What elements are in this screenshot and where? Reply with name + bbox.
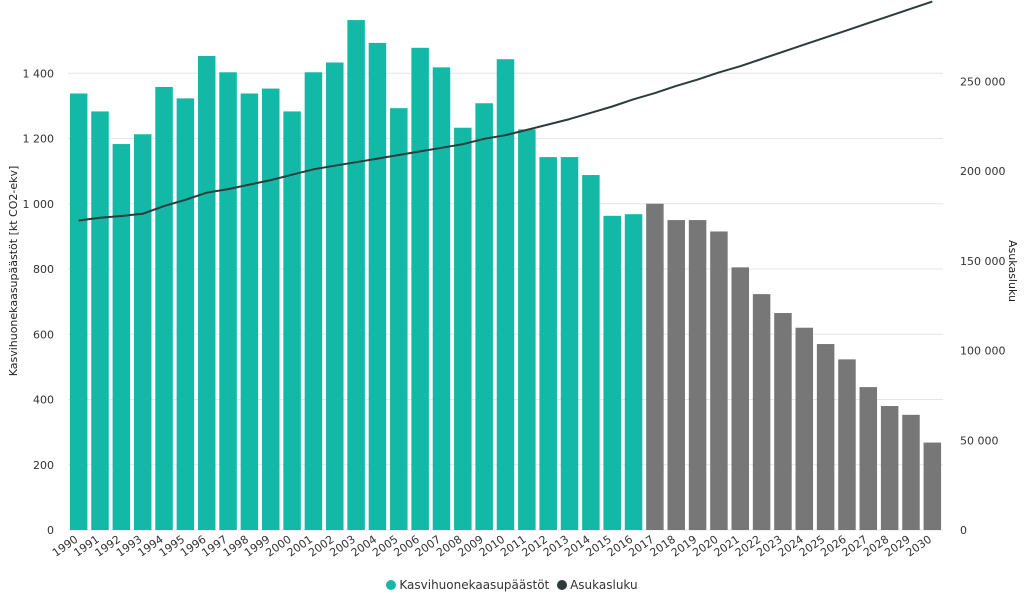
legend-item-population[interactable]: Asukasluku [557,578,638,592]
bar-2001[interactable] [304,72,323,531]
bar-1995[interactable] [176,98,195,530]
bar-2008[interactable] [454,127,472,530]
bar-2016[interactable] [624,214,643,530]
right-axis-tick-label: 200 000 [960,165,1006,178]
bar-2017[interactable] [646,203,664,530]
bar-2014[interactable] [582,175,600,531]
bar-2022[interactable] [752,294,771,530]
population-line-path[interactable] [78,0,933,222]
bar-2009[interactable] [475,103,493,530]
bar-2005[interactable] [390,108,408,530]
bars [69,20,942,531]
bar-1998[interactable] [240,93,259,530]
right-axis-tick-label: 150 000 [960,255,1006,268]
bar-2013[interactable] [560,157,579,530]
bar-2004[interactable] [368,42,387,530]
bar-2023[interactable] [774,313,792,530]
left-axis-tick-label: 1 400 [23,67,55,80]
bar-1996[interactable] [197,55,216,531]
bar-2000[interactable] [283,111,301,530]
bar-1993[interactable] [133,134,152,531]
bar-2011[interactable] [518,129,536,531]
bar-2025[interactable] [816,344,835,530]
bar-2007[interactable] [432,67,451,530]
bar-2012[interactable] [539,157,557,530]
legend-item-emissions[interactable]: Kasvihuonekaasupäästöt [386,578,549,592]
left-axis-tick-label: 400 [33,394,54,407]
bar-1991[interactable] [91,111,109,530]
legend-dot-population [557,580,568,590]
right-axis-title: Asukasluku [1006,240,1019,302]
left-axis-title: Kasvihuonekaasupäästöt [kt CO2-ekv] [7,166,20,377]
left-axis-tick-label: 600 [33,328,54,341]
bar-2019[interactable] [688,220,707,530]
legend-label-emissions: Kasvihuonekaasupäästöt [399,578,550,592]
right-axis-tick-label: 0 [960,524,967,537]
x-axis-ticks: 1990199119921993199419951996199719981999… [50,533,934,560]
legend-label-population: Asukasluku [570,578,638,592]
right-axis-tick-label: 250 000 [960,75,1006,88]
right-axis-ticks: 0 50 000 100 000 150 000 200 000 250 000 [960,75,1006,537]
bar-1997[interactable] [219,72,237,531]
bar-1990[interactable] [69,93,88,530]
bar-2027[interactable] [859,387,878,530]
bar-2003[interactable] [347,20,365,530]
bar-1992[interactable] [112,144,131,530]
bar-2020[interactable] [710,231,728,530]
bar-2026[interactable] [838,359,856,530]
bar-1994[interactable] [155,86,173,530]
left-axis-ticks: 0 200 400 600 800 1 000 1 200 1 400 [23,67,55,537]
left-axis-tick-label: 0 [47,524,54,537]
bar-2030[interactable] [923,442,942,530]
population-line [78,0,933,222]
bar-1999[interactable] [261,88,280,531]
legend: Kasvihuonekaasupäästöt Asukasluku [0,578,1024,592]
bar-2015[interactable] [603,215,621,531]
bar-2006[interactable] [411,47,429,531]
left-axis-tick-label: 800 [33,263,54,276]
bar-2010[interactable] [496,59,515,530]
right-axis-tick-label: 50 000 [960,434,999,447]
x-axis-tick-label: 2030 [904,533,934,560]
legend-dot-emissions [386,580,397,590]
right-axis-tick-label: 100 000 [960,345,1006,358]
bar-2021[interactable] [731,267,750,530]
bar-2018[interactable] [667,220,685,530]
bar-2028[interactable] [880,406,899,530]
left-axis-tick-label: 200 [33,459,54,472]
bar-2024[interactable] [795,327,814,530]
left-axis-tick-label: 1 200 [23,133,55,146]
left-axis-tick-label: 1 000 [23,198,55,211]
bar-2029[interactable] [902,414,920,530]
bar-2002[interactable] [326,62,344,530]
